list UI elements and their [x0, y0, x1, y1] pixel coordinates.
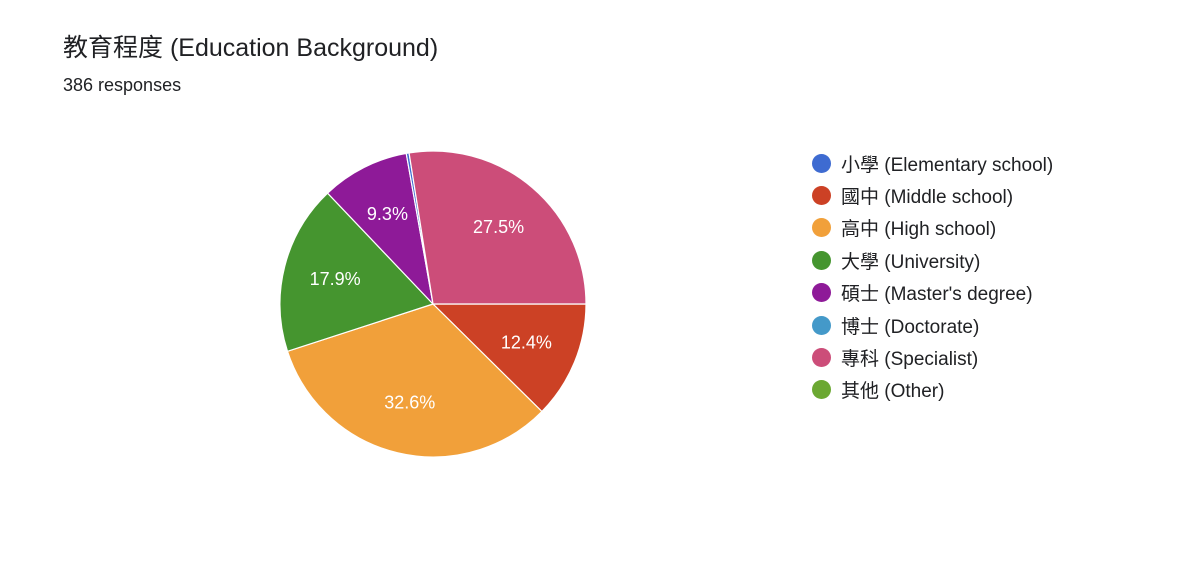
legend-label: 大學 (University)	[841, 251, 981, 273]
legend-swatch-icon	[812, 153, 831, 173]
legend-label: 博士 (Doctorate)	[841, 316, 980, 338]
slice-percent-label-0: 12.4%	[501, 332, 552, 352]
legend-swatch-icon	[812, 283, 831, 303]
legend-item[interactable]: 國中 (Middle school)	[812, 179, 1053, 211]
legend-swatch-icon	[812, 348, 831, 368]
legend-label: 專科 (Specialist)	[841, 349, 979, 371]
legend-item[interactable]: 專科 (Specialist)	[812, 341, 1053, 373]
pie-slice-5[interactable]	[408, 150, 587, 305]
legend-label: 高中 (High school)	[841, 219, 997, 241]
legend-label: 國中 (Middle school)	[841, 187, 1014, 209]
chart-header: 教育程度 (Education Background) 386 response…	[63, 30, 438, 97]
legend-label: 其他 (Other)	[841, 381, 945, 403]
chart-title: 教育程度 (Education Background)	[63, 34, 439, 62]
response-count: 386 responses	[63, 75, 182, 95]
pie-slice-2[interactable]	[279, 192, 435, 353]
legend-swatch-icon	[812, 186, 831, 206]
slice-percent-label-5: 27.5%	[473, 217, 524, 237]
legend-item[interactable]: 高中 (High school)	[812, 212, 1053, 244]
legend-swatch-icon	[812, 250, 831, 270]
slice-percent-label-3: 9.3%	[367, 204, 408, 224]
legend-swatch-icon	[812, 315, 831, 335]
legend-item[interactable]: 博士 (Doctorate)	[812, 309, 1053, 341]
slice-percent-label-2: 17.9%	[310, 269, 361, 289]
slice-percent-label-1: 32.6%	[384, 392, 435, 412]
legend-label: 小學 (Elementary school)	[841, 154, 1054, 176]
legend-swatch-icon	[812, 218, 831, 238]
legend-item[interactable]: 其他 (Other)	[812, 374, 1053, 406]
pie-slice-3[interactable]	[326, 152, 434, 306]
legend-label: 碩士 (Master's degree)	[841, 284, 1033, 306]
legend-item[interactable]: 碩士 (Master's degree)	[812, 277, 1053, 309]
pie-slice-0[interactable]	[431, 303, 587, 413]
pie-slice-1[interactable]	[286, 303, 543, 458]
chart-legend: 小學 (Elementary school) 國中 (Middle school)…	[812, 147, 1053, 406]
legend-swatch-icon	[812, 380, 831, 400]
legend-item[interactable]: 大學 (University)	[812, 244, 1053, 276]
legend-item[interactable]: 小學 (Elementary school)	[812, 147, 1053, 179]
